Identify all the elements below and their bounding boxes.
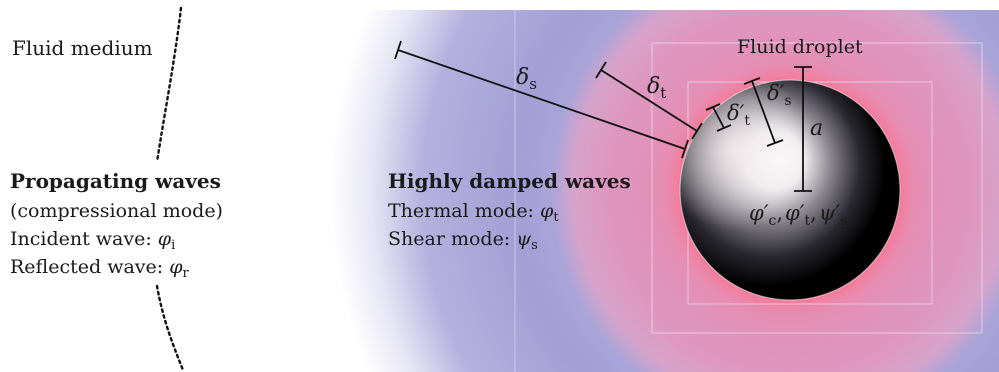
thermal-mode-label: Thermal mode: φt xyxy=(388,200,559,225)
propagating-waves-title: Propagating waves xyxy=(10,169,221,193)
fluid-droplet-title: Fluid droplet xyxy=(737,36,863,58)
radius-label: a xyxy=(810,116,823,141)
delta-s-prime-label: δ′s xyxy=(767,81,792,109)
incident-wave-label: Incident wave: φi xyxy=(10,228,175,253)
fluid-medium-label: Fluid medium xyxy=(12,36,153,60)
fluid-interface-upper xyxy=(155,6,183,164)
delta-t-label: δt xyxy=(647,74,666,102)
reflected-wave-label: Reflected wave: φr xyxy=(10,256,190,281)
compressional-mode-label: (compressional mode) xyxy=(10,200,223,222)
outer-frame xyxy=(651,42,983,334)
delta-t-prime-label: δ′t xyxy=(727,101,750,129)
fluid-interface-lower xyxy=(155,284,185,372)
delta-t-marker xyxy=(595,61,703,140)
damped-waves-title: Highly damped waves xyxy=(388,169,631,193)
delta-s-prime-marker xyxy=(743,77,784,147)
droplet-fields-label: φ′c,φ′t,ψ′s xyxy=(749,201,847,229)
delta-s-label: δs xyxy=(516,65,537,93)
radius-marker xyxy=(794,66,812,192)
delta-s-marker xyxy=(394,40,689,159)
delta-t-prime-marker xyxy=(705,103,732,132)
shear-mode-label: Shear mode: ψs xyxy=(388,228,538,253)
